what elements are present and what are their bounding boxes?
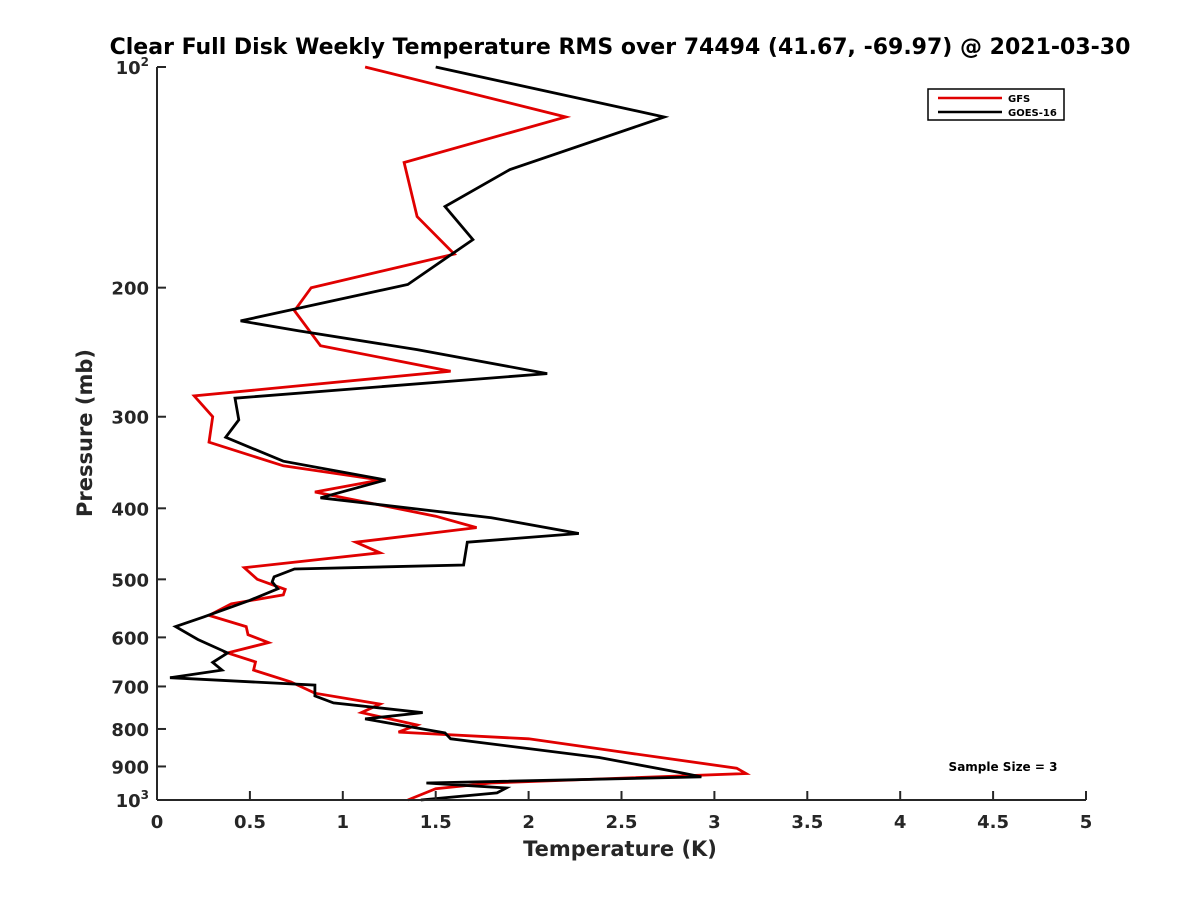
- y-tick-label: 102: [116, 55, 149, 79]
- y-tick-label: 700: [111, 677, 149, 698]
- y-tick-label: 500: [111, 570, 149, 591]
- x-tick-label: 1.5: [420, 812, 452, 833]
- chart-title: Clear Full Disk Weekly Temperature RMS o…: [110, 35, 1131, 60]
- sample-size-annotation: Sample Size = 3: [949, 760, 1058, 774]
- legend-label-gfs: GFS: [1008, 94, 1030, 105]
- y-tick-label: 900: [111, 757, 149, 778]
- x-tick-label: 5: [1080, 812, 1093, 833]
- series-line-gfs: [191, 65, 751, 802]
- y-tick-label: 103: [116, 788, 149, 812]
- y-tick-label: 800: [111, 720, 149, 741]
- y-tick-label: 600: [111, 628, 149, 649]
- series-lines: [169, 65, 751, 802]
- x-tick-label: 2: [522, 812, 535, 833]
- x-tick-label: 4: [894, 812, 907, 833]
- y-tick-label: 200: [111, 279, 149, 300]
- x-axis-label: Temperature (K): [523, 837, 717, 861]
- y-axis-label: Pressure (mb): [73, 349, 97, 517]
- series-line-goes-16: [169, 65, 702, 802]
- axes: 0 0.5 1 1.5 2 2.5 3 3.5 4 4.5 5 102 200 300 400 500 600 7…: [111, 55, 1092, 833]
- x-tick-label: 3.5: [791, 812, 823, 833]
- legend-box: [927, 88, 1065, 121]
- x-tick-label: 3: [708, 812, 721, 833]
- legend: GFS GOES-16: [927, 88, 1065, 121]
- x-tick-label: 4.5: [977, 812, 1009, 833]
- x-tick-label: 2.5: [606, 812, 638, 833]
- y-tick-label: 400: [111, 499, 149, 520]
- legend-label-goes-16: GOES-16: [1008, 108, 1057, 119]
- x-tick-label: 0.5: [234, 812, 266, 833]
- y-tick-label: 300: [111, 408, 149, 429]
- x-tick-label: 0: [151, 812, 164, 833]
- x-tick-label: 1: [337, 812, 350, 833]
